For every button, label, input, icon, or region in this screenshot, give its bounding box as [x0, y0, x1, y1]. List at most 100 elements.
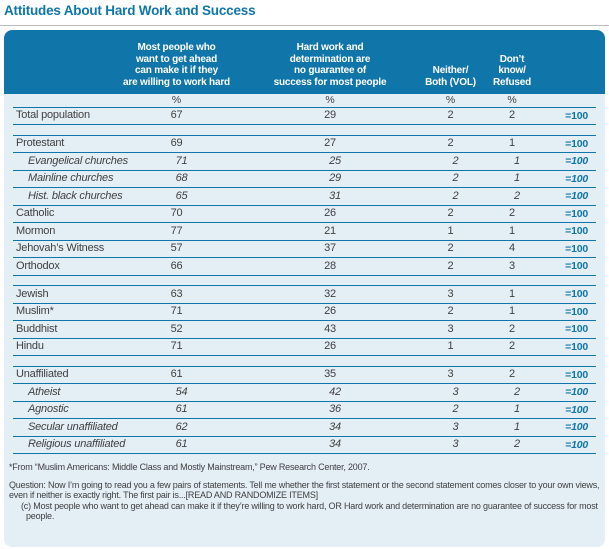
value-col2: 25 [329, 154, 341, 167]
value-col2: 27 [324, 137, 336, 150]
value-col3: 3 [452, 420, 459, 433]
value-col4: 1 [509, 224, 515, 237]
row-total: =100 [565, 386, 588, 398]
percent-sign-col4: % [507, 94, 517, 106]
value-col1: 68 [175, 172, 188, 185]
row-total: =100 [565, 207, 588, 220]
value-col1: 71 [170, 340, 183, 353]
value-col4: 1 [509, 305, 515, 318]
row-label: Hindu [16, 340, 44, 353]
percent-row: % % % % [13, 94, 596, 108]
value-col1: 77 [170, 224, 183, 237]
table-row: Total population 67 29 2 2 =100 [13, 108, 596, 125]
table-row: Religious unaffiliated 61 34 3 2 =100 [13, 437, 596, 454]
value-col1: 61 [175, 438, 188, 451]
value-col1: 71 [170, 305, 183, 318]
table-row: Orthodox 66 28 2 3 =100 [13, 258, 596, 276]
value-col1: 54 [175, 385, 188, 398]
value-col3: 1 [447, 224, 454, 237]
value-col2: 36 [329, 403, 341, 416]
table-row: Jewish 63 32 3 1 =100 [13, 286, 596, 304]
value-col1: 66 [170, 259, 183, 272]
row-label: Religious unaffiliated [28, 438, 126, 451]
table-row: Catholic 70 26 2 2 =100 [13, 206, 596, 223]
value-col4: 2 [509, 368, 515, 381]
value-col2: 29 [324, 109, 336, 122]
row-label: Orthodox [16, 259, 60, 272]
row-label: Jehovah’s Witness [16, 242, 105, 255]
row-label: Buddhist [16, 322, 58, 335]
value-col3: 2 [447, 137, 454, 150]
value-col3: 3 [447, 322, 454, 335]
value-col3: 2 [452, 403, 459, 416]
row-total: =100 [565, 403, 588, 416]
group-gap [13, 276, 596, 286]
table-row: Mormon 77 21 1 1 =100 [13, 223, 596, 241]
table-header-band: Most people who want to get ahead can ma… [4, 30, 605, 94]
value-col4: 2 [509, 340, 515, 353]
row-total: =100 [565, 438, 588, 451]
footnote-source: *From “Muslim Americans: Middle Class an… [9, 462, 370, 472]
value-col3: 1 [447, 340, 454, 353]
value-col4: 2 [514, 189, 520, 202]
row-total: =100 [565, 305, 588, 318]
percent-sign-col1: % [171, 94, 182, 106]
row-total: =100 [565, 109, 588, 122]
row-total: =100 [565, 260, 588, 272]
row-label: Total population [16, 109, 90, 122]
value-col4: 1 [514, 172, 520, 185]
row-total: =100 [565, 288, 588, 300]
value-col2: 29 [329, 172, 341, 185]
row-total: =100 [565, 155, 588, 167]
row-label: Unaffiliated [16, 368, 69, 381]
value-col4: 1 [514, 403, 520, 416]
value-col4: 2 [509, 207, 515, 220]
footnotes: *From “Muslim Americans: Middle Class an… [4, 454, 605, 522]
title-divider [0, 25, 609, 26]
group-gap [13, 125, 596, 136]
table-body: % % % % Total population 67 29 2 2 =100 … [4, 94, 605, 454]
value-col4: 4 [509, 242, 515, 255]
table-row: Unaffiliated 61 35 3 2 =100 [13, 367, 596, 384]
row-label: Mormon [16, 224, 56, 237]
col-header-can-make-it: Most people who want to get ahead can ma… [123, 41, 230, 89]
value-col2: 34 [329, 420, 341, 433]
value-col2: 31 [329, 189, 341, 202]
value-col4: 1 [514, 154, 520, 167]
value-col2: 35 [324, 368, 336, 381]
row-label: Muslim* [16, 305, 54, 318]
value-col3: 3 [452, 438, 459, 451]
col-header-dont-know: Don’t know/ Refused [492, 53, 532, 89]
footnote-question: Question: Now I’m going to read you a fe… [9, 479, 600, 501]
row-total: =100 [565, 340, 588, 353]
table-row: Atheist 54 42 3 2 =100 [13, 384, 596, 402]
value-col3: 3 [447, 287, 454, 300]
value-col1: 69 [170, 137, 183, 150]
value-col4: 2 [509, 109, 515, 122]
value-col3: 2 [452, 154, 459, 167]
row-label: Catholic [16, 207, 55, 220]
value-col2: 42 [329, 385, 341, 398]
row-label: Secular unaffiliated [28, 420, 118, 433]
value-col1: 52 [170, 322, 183, 335]
value-col1: 70 [170, 207, 183, 220]
table-row: Protestant 69 27 2 1 =100 [13, 136, 596, 153]
percent-sign-col3: % [445, 94, 456, 106]
value-col2: 21 [324, 224, 336, 237]
value-col4: 2 [509, 322, 515, 335]
value-col3: 3 [447, 368, 454, 381]
value-col1: 62 [175, 420, 188, 433]
value-col2: 34 [329, 438, 341, 451]
value-col1: 61 [170, 368, 183, 381]
group-gap [13, 356, 596, 367]
value-col4: 1 [514, 420, 520, 433]
value-col4: 1 [509, 137, 515, 150]
value-col3: 2 [447, 259, 454, 272]
value-col3: 2 [447, 242, 454, 255]
value-col1: 71 [175, 154, 188, 167]
row-label: Atheist [28, 385, 61, 398]
value-col1: 65 [175, 189, 188, 202]
table-row: Hindu 71 26 1 2 =100 [13, 339, 596, 356]
row-label: Protestant [16, 137, 65, 150]
footnote-question-item: (c) Most people who want to get ahead ca… [21, 500, 598, 522]
